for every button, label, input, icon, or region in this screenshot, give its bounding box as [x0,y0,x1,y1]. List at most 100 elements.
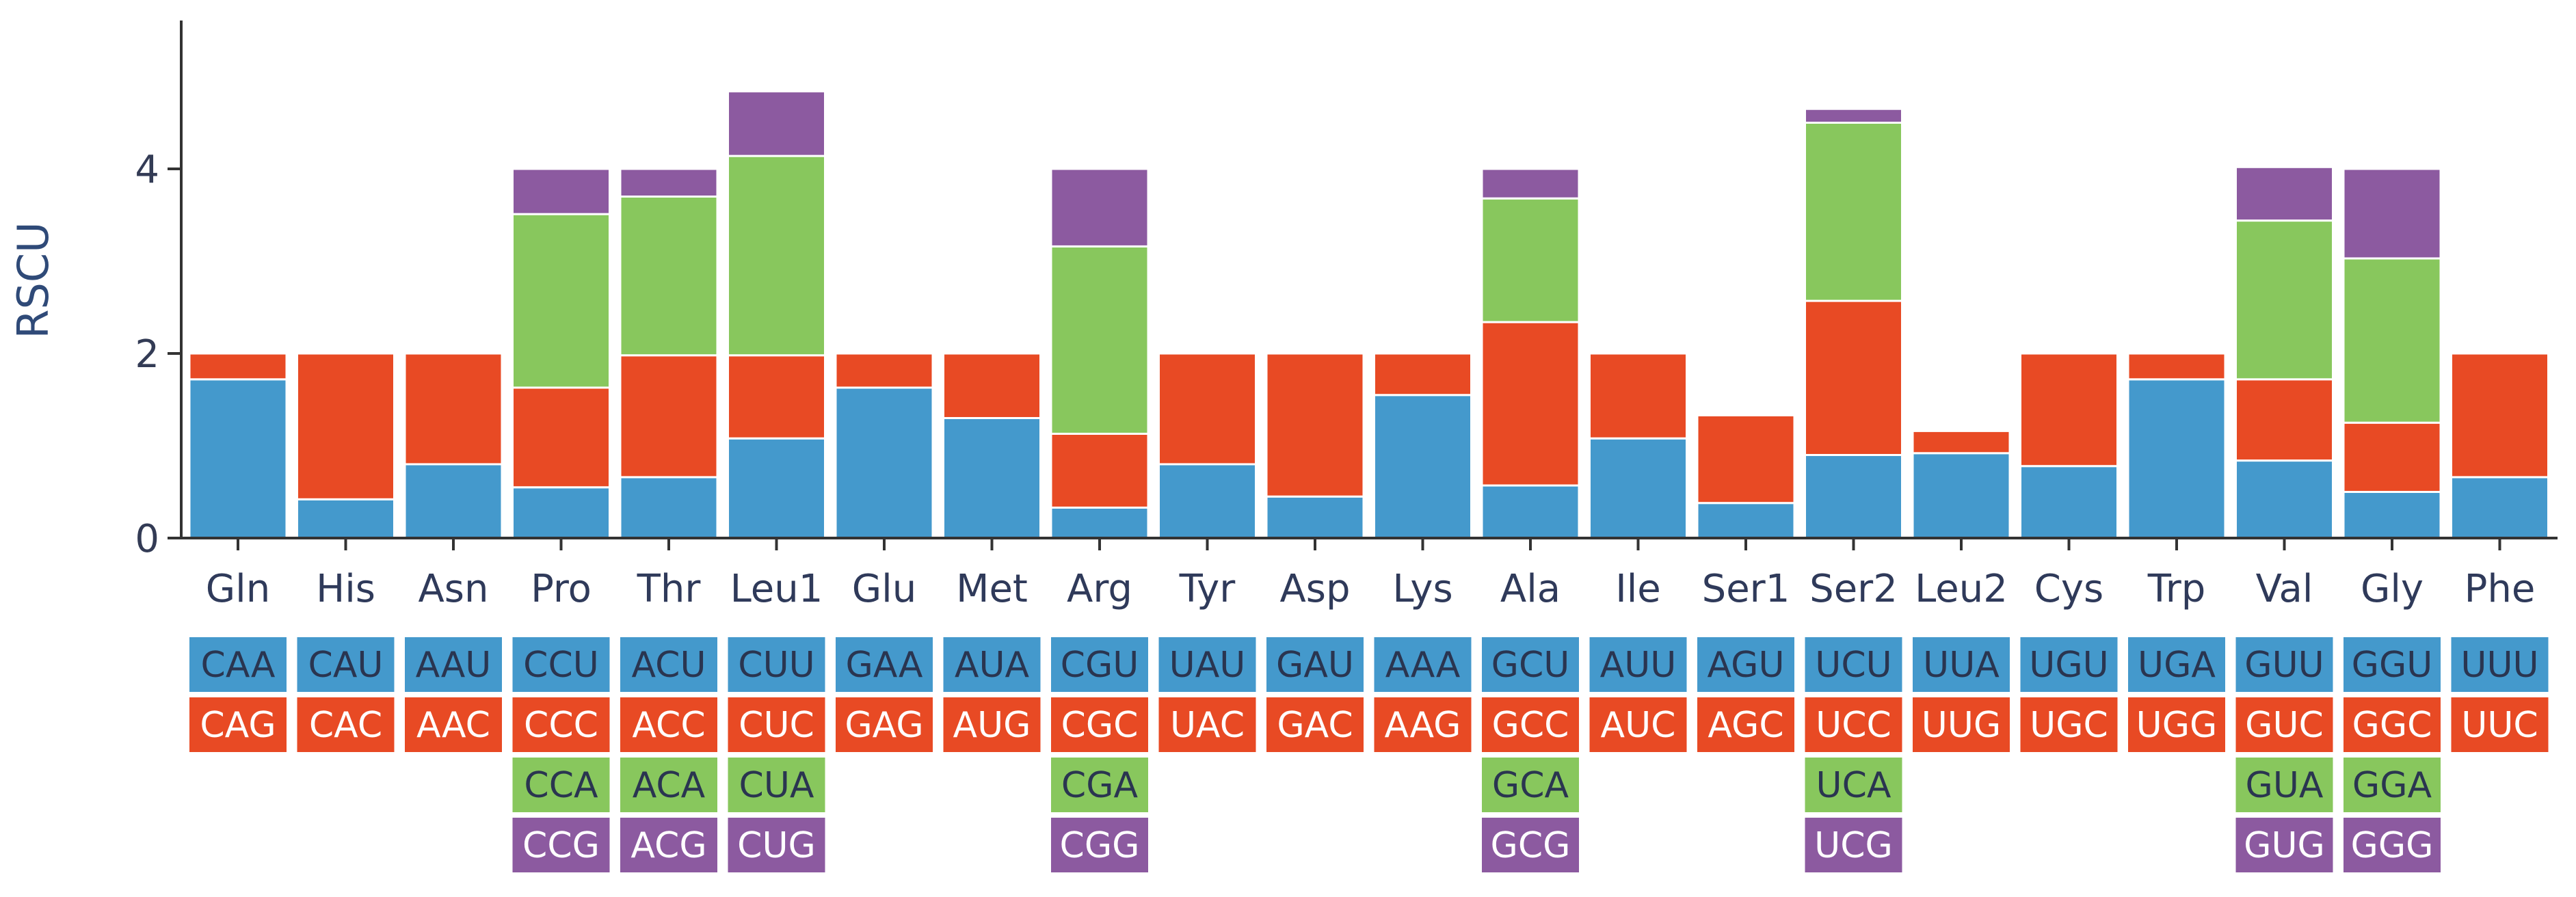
codon-label-gcg: GCG [1491,825,1571,866]
bar-segment-gca [1480,197,1580,323]
codon-label-ugc: UGC [2030,705,2108,746]
y-tick-label: 0 [135,517,159,561]
codon-cell-uac [1158,697,1256,752]
bar-segment-uca [1804,122,1903,302]
codon-label-gaa: GAA [846,645,923,686]
bar-segment-acu [619,476,719,539]
x-tick-label-gly: Gly [2361,567,2424,611]
bar-segment-aca [619,196,719,357]
bar-segment-gag [834,352,934,389]
bar-segment-uua [1911,452,2011,539]
bar-segment-cag [188,352,288,381]
x-tick-label-ser1: Ser1 [1702,567,1790,611]
bar-segment-aaa [1373,394,1472,539]
codon-cell-ucu [1805,637,1902,692]
bar-segment-ccu [512,486,611,539]
codon-cell-acc [620,697,717,752]
codon-cell-gcu [1482,637,1579,692]
codon-cell-gga [2343,758,2441,812]
codon-label-aac: AAC [416,705,490,746]
codon-label-cga: CGA [1061,765,1139,806]
codon-cell-auc [1589,697,1687,752]
bar-segment-ggu [2342,491,2442,539]
codon-cell-cgu [1051,637,1148,692]
codon-label-gac: GAC [1277,705,1353,746]
codon-cell-uua [1913,637,2010,692]
codon-cell-uuu [2451,637,2549,692]
y-tick-label: 2 [135,332,159,377]
bar-segment-ggg [2342,168,2442,260]
codon-cell-aau [405,637,502,692]
codon-label-aaa: AAA [1385,645,1461,686]
codon-label-cgg: CGG [1060,825,1140,866]
bar-segment-ccc [512,386,611,489]
codon-label-ucc: UCC [1816,705,1891,746]
bar-segment-gaa [834,386,934,539]
x-tick-label-phe: Phe [2465,567,2536,611]
codon-cell-cuu [728,637,825,692]
codon-label-gcc: GCC [1492,705,1569,746]
codon-label-gca: GCA [1492,765,1569,806]
codon-label-ccu: CCU [523,645,599,686]
bar-segment-ugc [2019,352,2119,468]
x-tick-label-thr: Thr [637,567,702,611]
bars-layer [188,90,2549,539]
codon-cell-cga [1051,758,1148,812]
codon-label-ucg: UCG [1814,825,1893,866]
codon-label-ggc: GGC [2352,705,2432,746]
codon-label-cgu: CGU [1061,645,1139,686]
y-tick-label: 4 [135,148,159,192]
x-tick-label-ser2: Ser2 [1809,567,1898,611]
codon-cell-acg [620,818,717,872]
bar-segment-aug [942,352,1041,419]
codon-label-cuu: CUU [738,645,814,686]
codon-cell-aua [943,637,1041,692]
codon-label-ugg: UGG [2136,705,2218,746]
codon-cell-cua [728,758,825,812]
bar-segment-gau [1265,495,1365,539]
bar-segment-ucg [1804,107,1903,124]
x-tick-label-his: His [316,567,375,611]
codon-label-uuc: UUC [2461,705,2538,746]
bar-segment-aag [1373,352,1472,397]
codon-label-cau: CAU [308,645,384,686]
codon-label-guc: GUC [2245,705,2324,746]
x-tick-label-met: Met [956,567,1028,611]
x-tick-label-gln: Gln [206,567,270,611]
bar-segment-gcg [1480,168,1580,200]
bar-segment-acg [619,168,719,198]
bar-segment-cuc [727,354,826,440]
x-tick-label-leu1: Leu1 [730,567,823,611]
bar-segment-ggc [2342,421,2442,493]
bar-segment-gcc [1480,321,1580,487]
codon-label-aau: AAU [416,645,492,686]
codon-label-ugu: UGU [2029,645,2108,686]
codon-cell-cgc [1051,697,1148,752]
codon-cell-agc [1697,697,1794,752]
codon-cell-cau [297,637,395,692]
bar-segment-gac [1265,352,1365,498]
codon-cell-uau [1158,637,1256,692]
bar-segment-uuu [2450,476,2549,539]
codon-label-acu: ACU [631,645,706,686]
codon-label-ucu: UCU [1815,645,1891,686]
codon-cell-guc [2235,697,2333,752]
bar-segment-cga [1050,245,1150,435]
bar-segment-ccg [512,168,611,215]
codon-label-cuc: CUC [739,705,814,746]
codon-label-cgc: CGC [1061,705,1139,746]
codon-cell-gca [1482,758,1579,812]
bar-segment-cgg [1050,168,1150,247]
codon-cell-gug [2235,818,2333,872]
bar-segment-cau [296,498,395,539]
codon-label-acg: ACG [630,825,706,866]
x-tick-label-tyr: Tyr [1179,567,1236,611]
codon-cell-ccg [512,818,610,872]
codon-cell-aaa [1374,637,1472,692]
codon-label-gag: GAG [845,705,923,746]
codon-cell-cuc [728,697,825,752]
codon-cell-ccu [512,637,610,692]
codon-label-agc: AGC [1708,705,1783,746]
codon-label-ccg: CCG [522,825,600,866]
